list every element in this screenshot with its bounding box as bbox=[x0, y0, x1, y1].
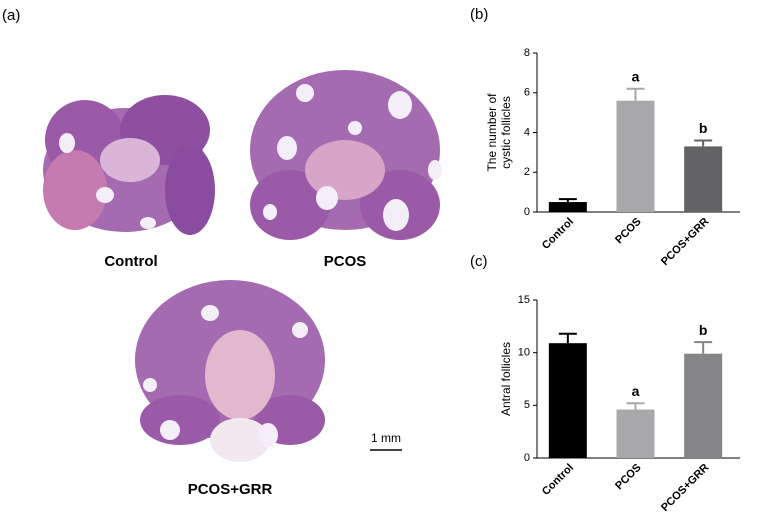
x-tick-label: PCOS+GRR bbox=[659, 216, 711, 268]
y-tick-label: 2 bbox=[524, 166, 530, 178]
panel-label: (a) bbox=[2, 7, 20, 24]
error-bar bbox=[626, 87, 645, 101]
caption: Control bbox=[104, 253, 157, 270]
y-axis-label: Antral follicles bbox=[499, 342, 513, 416]
significance-label: b bbox=[699, 322, 708, 338]
tissue-control bbox=[43, 95, 215, 235]
bar bbox=[548, 202, 587, 212]
y-tick-label: 10 bbox=[518, 347, 530, 359]
y-axis-label: cystic follicles bbox=[499, 96, 513, 169]
y-tick-label: 0 bbox=[524, 206, 530, 218]
error-bar bbox=[694, 341, 713, 354]
error-bar bbox=[626, 402, 645, 410]
significance-label: a bbox=[632, 68, 640, 84]
y-tick-label: 0 bbox=[524, 452, 530, 464]
y-tick-label: 15 bbox=[518, 294, 530, 306]
x-tick-label: PCOS bbox=[613, 216, 644, 247]
x-tick-label: Control bbox=[540, 216, 576, 252]
bar bbox=[548, 343, 587, 458]
error-bar bbox=[558, 332, 577, 344]
error-bar bbox=[694, 139, 713, 147]
caption: PCOS bbox=[324, 253, 367, 270]
tissue-pcos bbox=[250, 70, 442, 240]
bar bbox=[684, 146, 723, 212]
bar bbox=[616, 409, 655, 458]
panel-label: (b) bbox=[470, 6, 488, 23]
x-tick-label: PCOS bbox=[613, 462, 644, 493]
scale-bar-label: 1 mm bbox=[371, 431, 401, 445]
bar bbox=[616, 100, 655, 212]
y-tick-label: 4 bbox=[524, 126, 530, 138]
x-tick-label: PCOS+GRR bbox=[659, 462, 711, 514]
error-bar bbox=[558, 198, 577, 203]
y-axis-label: The number of bbox=[485, 93, 499, 172]
significance-label: a bbox=[632, 383, 640, 399]
y-tick-label: 6 bbox=[524, 87, 530, 99]
tissue-pcos-grr bbox=[135, 280, 325, 462]
y-tick-label: 8 bbox=[524, 47, 530, 59]
x-tick-label: Control bbox=[540, 462, 576, 498]
caption: PCOS+GRR bbox=[188, 481, 273, 498]
y-tick-label: 5 bbox=[524, 399, 530, 411]
significance-label: b bbox=[699, 120, 708, 136]
bar bbox=[684, 353, 723, 458]
panel-label: (c) bbox=[470, 253, 488, 270]
